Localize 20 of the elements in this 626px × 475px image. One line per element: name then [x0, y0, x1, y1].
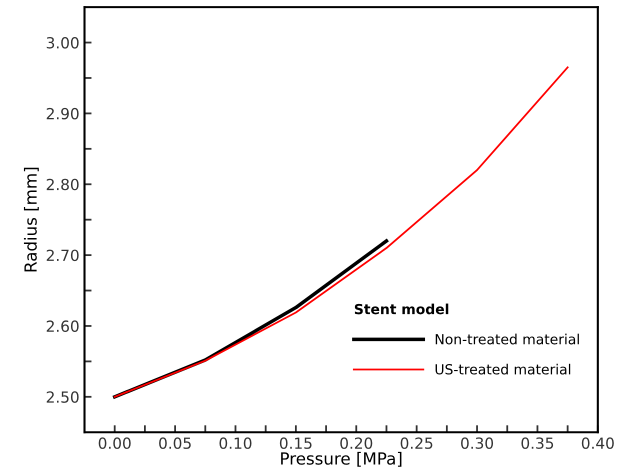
- x-axis-title: Pressure [MPa]: [281, 452, 402, 467]
- x-tick-label: 0.10: [219, 437, 252, 449]
- x-tick-label: 0.20: [340, 437, 372, 449]
- legend-title: Stent model: [354, 304, 448, 314]
- legend-label: Non-treated material: [436, 334, 579, 344]
- x-tick-label: 0.25: [400, 437, 432, 449]
- y-tick-label: 2.90: [46, 108, 79, 120]
- x-tick-label: 0.15: [280, 437, 312, 449]
- x-tick-label: 0.40: [582, 437, 614, 449]
- x-tick-label: 0.00: [98, 437, 131, 449]
- x-tick-label: 0.05: [159, 437, 191, 449]
- y-tick-label: 2.50: [46, 391, 79, 403]
- y-tick-label: 2.70: [46, 250, 79, 262]
- legend-label: US-treated material: [436, 364, 570, 375]
- x-tick-label: 0.30: [461, 437, 494, 449]
- y-axis-title: Radius [mm]: [24, 168, 39, 272]
- x-tick-label: 0.35: [521, 437, 554, 449]
- y-tick-label: 2.60: [46, 320, 79, 332]
- y-tick-label: 2.80: [46, 178, 79, 190]
- y-tick-label: 3.00: [46, 37, 79, 49]
